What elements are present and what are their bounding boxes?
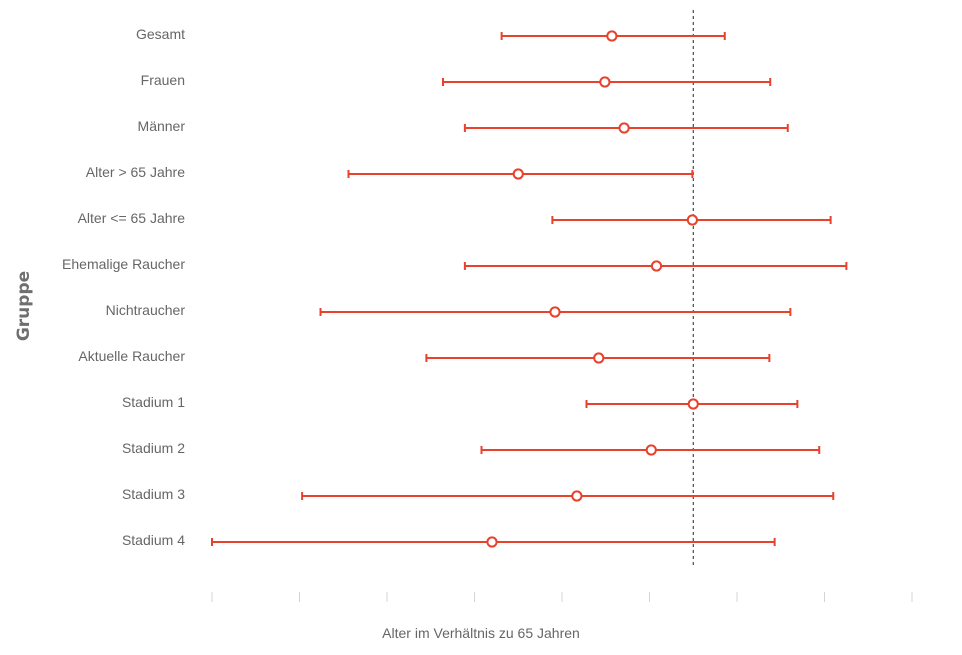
category-label: Frauen bbox=[141, 72, 185, 88]
point-estimate bbox=[486, 536, 498, 548]
point-estimate bbox=[618, 122, 630, 134]
point-estimates bbox=[486, 30, 699, 548]
point-estimate bbox=[645, 444, 657, 456]
category-label: Aktuelle Raucher bbox=[78, 348, 185, 364]
point-estimate bbox=[549, 306, 561, 318]
point-estimate bbox=[571, 490, 583, 502]
category-label: Alter <= 65 Jahre bbox=[78, 210, 186, 226]
x-axis-title: Alter im Verhältnis zu 65 Jahren bbox=[382, 625, 580, 641]
point-estimate bbox=[593, 352, 605, 364]
error-bars bbox=[211, 32, 848, 546]
category-label: Stadium 3 bbox=[122, 486, 185, 502]
point-estimate bbox=[606, 30, 618, 42]
category-labels: Gesamt Frauen Männer Alter > 65 Jahre Alter … bbox=[62, 26, 185, 548]
category-label: Stadium 2 bbox=[122, 440, 185, 456]
category-label: Männer bbox=[138, 118, 186, 134]
category-label: Stadium 4 bbox=[122, 532, 185, 548]
point-estimate bbox=[512, 168, 524, 180]
x-axis-ticks bbox=[211, 592, 913, 602]
category-label: Nichtraucher bbox=[106, 302, 186, 318]
y-axis-title: Gruppe bbox=[14, 271, 34, 341]
point-estimate bbox=[686, 214, 698, 226]
point-estimate bbox=[687, 398, 699, 410]
category-label: Gesamt bbox=[136, 26, 185, 42]
category-label: Ehemalige Raucher bbox=[62, 256, 185, 272]
category-label: Alter > 65 Jahre bbox=[86, 164, 185, 180]
point-estimate bbox=[650, 260, 663, 272]
point-estimate bbox=[599, 76, 611, 88]
category-label: Stadium 1 bbox=[122, 394, 185, 410]
